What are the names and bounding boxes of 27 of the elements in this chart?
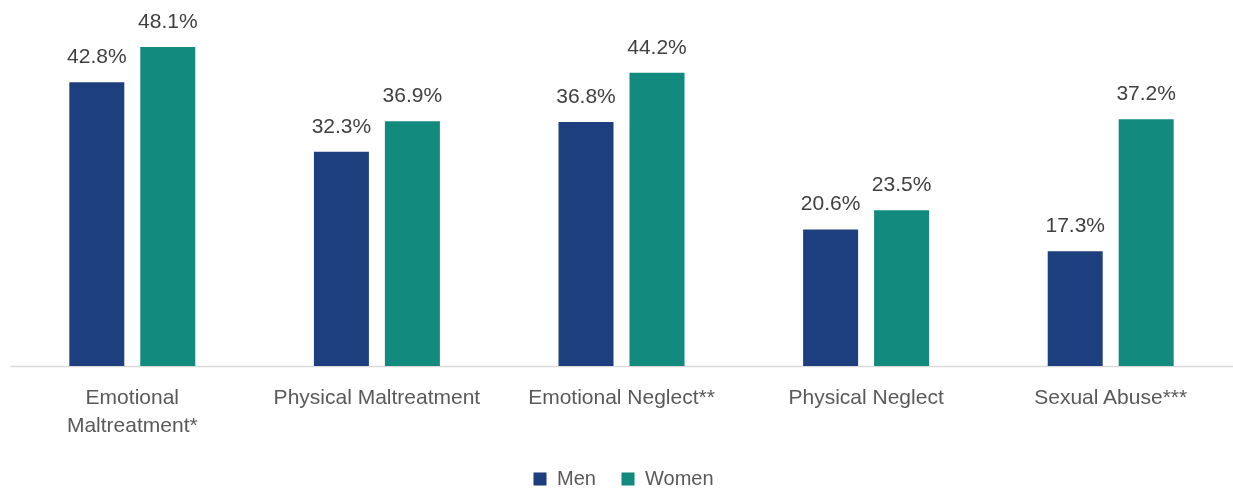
bar (384, 121, 440, 366)
data-label: 32.3% (311, 113, 372, 137)
x-tick-label: Physical Maltreatment (273, 384, 481, 408)
x-tick-label: Physical Neglect (788, 384, 944, 408)
data-label: 42.8% (67, 44, 127, 68)
x-tick-label: Emotional Maltreatment* (66, 384, 198, 436)
bar (803, 229, 859, 366)
data-label: 44.2% (627, 34, 687, 58)
bar (140, 47, 196, 366)
bar (1118, 119, 1174, 366)
data-label: 36.8% (556, 83, 616, 107)
x-tick-label: Emotional Neglect** (528, 384, 715, 408)
bar (874, 210, 930, 366)
bar (1047, 251, 1103, 366)
data-label: 48.1% (138, 9, 198, 32)
legend-label: Men (557, 467, 596, 489)
bar (69, 82, 125, 366)
data-label: 36.9% (382, 83, 443, 107)
x-tick-label: Sexual Abuse*** (1034, 384, 1188, 408)
data-label: 20.6% (800, 191, 861, 215)
bar (629, 72, 685, 366)
data-label: 17.3% (1045, 213, 1105, 237)
data-label: 23.5% (871, 172, 932, 196)
legend-label: Women (645, 467, 714, 489)
data-label: 37.2% (1116, 81, 1176, 105)
bar (313, 151, 369, 366)
bar (558, 121, 614, 366)
